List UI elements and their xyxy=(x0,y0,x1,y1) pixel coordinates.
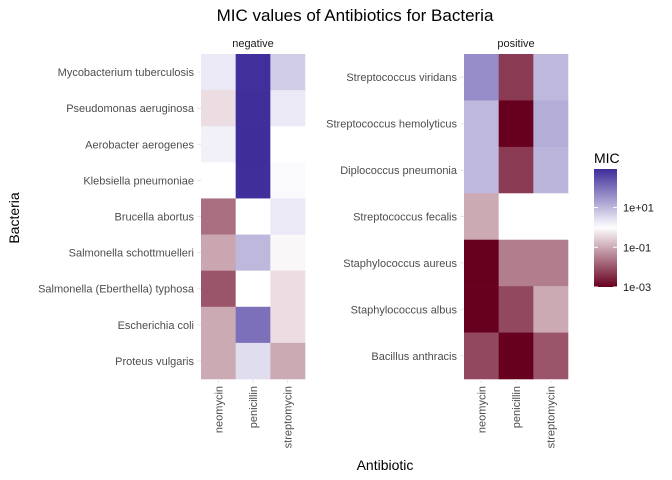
heatmap-cell xyxy=(498,332,534,380)
heatmap-cell xyxy=(270,306,306,344)
heatmap-cell xyxy=(270,270,306,308)
heatmap-cell xyxy=(201,162,236,199)
heatmap-cell xyxy=(235,162,271,199)
y-tick-label: Streptococcus fecalis xyxy=(353,212,457,224)
facet-label: negative xyxy=(232,38,274,50)
panels: negative Mycobacterium tuberculosis Pseudo… xyxy=(38,38,569,448)
heatmap-cell xyxy=(498,146,534,194)
heatmap-cell xyxy=(464,239,499,287)
y-tick-label: Proteus vulgaris xyxy=(115,356,194,368)
heatmap-cell xyxy=(498,100,534,148)
legend-tick-label: 1e-01 xyxy=(623,242,651,254)
heatmap-cell xyxy=(533,332,569,380)
y-tick-label: Staphylococcus albus xyxy=(351,304,458,316)
heatmap-cell xyxy=(464,100,499,148)
legend-title: MIC xyxy=(594,150,620,166)
heatmap-cell xyxy=(270,90,306,127)
y-tick-label: Escherichia coli xyxy=(118,320,194,332)
legend-tick-label: 1e+01 xyxy=(623,203,654,215)
heatmap-cell xyxy=(498,54,534,101)
heatmap-cell xyxy=(235,234,271,271)
heatmap-cell xyxy=(201,234,236,271)
heatmap-cell xyxy=(235,90,271,127)
x-tick-label: neomycin xyxy=(213,386,225,433)
x-tick-label: neomycin xyxy=(476,386,488,433)
heatmap-cell xyxy=(533,100,569,148)
heatmap-cell xyxy=(533,286,569,333)
heatmap-cell xyxy=(270,162,306,199)
x-tick-label: penicillin xyxy=(511,386,523,428)
y-tick-label: Salmonella schottmuelleri xyxy=(69,248,194,260)
heatmap-cell xyxy=(201,342,236,380)
heatmap-cell xyxy=(270,126,306,163)
y-tick-label: Diplococcus pneumonia xyxy=(340,165,458,177)
heatmap-cell xyxy=(464,193,499,241)
heatmap-cell xyxy=(464,146,499,194)
legend-colorbar xyxy=(594,169,617,287)
y-tick-label: Streptococcus hemolyticus xyxy=(326,119,457,131)
heatmap-cell xyxy=(464,54,499,101)
heatmap-cell xyxy=(533,239,569,287)
heatmap-cell xyxy=(533,193,569,241)
x-tick-label: streptomycin xyxy=(546,386,558,448)
x-tick-label: penicillin xyxy=(248,386,260,428)
heatmap-cell xyxy=(498,286,534,333)
y-axis-title: Bacteria xyxy=(6,192,22,244)
heatmap-cell xyxy=(201,126,236,163)
heatmap-cell xyxy=(201,198,236,235)
heatmap-cell xyxy=(235,306,271,344)
x-axis-title: Antibiotic xyxy=(357,457,414,473)
heatmap-cell xyxy=(270,54,306,91)
legend-tick-label: 1e-03 xyxy=(623,282,651,294)
heatmap-cell xyxy=(201,54,236,91)
heatmap-cell xyxy=(498,239,534,287)
y-tick-label: Aerobacter aerogenes xyxy=(85,139,194,151)
heatmap-cell xyxy=(270,198,306,235)
y-tick-label: Bacillus anthracis xyxy=(371,351,457,363)
heatmap-cell xyxy=(235,126,271,163)
heatmap-cell xyxy=(270,342,306,380)
heatmap-cell xyxy=(464,332,499,380)
y-tick-label: Staphylococcus aureus xyxy=(343,258,457,270)
y-tick-label: Streptococcus viridans xyxy=(346,72,457,84)
heatmap-cell xyxy=(464,286,499,333)
facet-label: positive xyxy=(497,38,534,50)
heatmap-cell xyxy=(533,146,569,194)
heatmap-cell xyxy=(533,54,569,101)
panel-negative: negative Mycobacterium tuberculosis Pseudo… xyxy=(38,38,306,448)
heatmap-cell xyxy=(235,198,271,235)
heatmap-cell xyxy=(235,342,271,380)
legend: 1e-03 1e-01 1e+01 xyxy=(594,169,654,294)
y-tick-label: Klebsiella pneumoniae xyxy=(83,175,194,187)
y-tick-label: Salmonella (Eberthella) typhosa xyxy=(38,284,195,296)
heatmap-cell xyxy=(201,270,236,308)
heatmap-cell xyxy=(201,306,236,344)
heatmap-cell xyxy=(270,234,306,271)
heatmap-cell xyxy=(498,193,534,241)
y-tick-label: Pseudomonas aeruginosa xyxy=(66,103,195,115)
y-tick-label: Mycobacterium tuberculosis xyxy=(58,67,195,79)
y-tick-label: Brucella abortus xyxy=(115,212,195,224)
panel-positive: positive Streptococcus viridans Streptococ… xyxy=(326,38,569,448)
x-tick-label: streptomycin xyxy=(283,386,295,448)
heatmap-cell xyxy=(235,54,271,91)
heatmap-cell xyxy=(235,270,271,308)
heatmap-cell xyxy=(201,90,236,127)
chart-title: MIC values of Antibiotics for Bacteria xyxy=(217,6,494,25)
